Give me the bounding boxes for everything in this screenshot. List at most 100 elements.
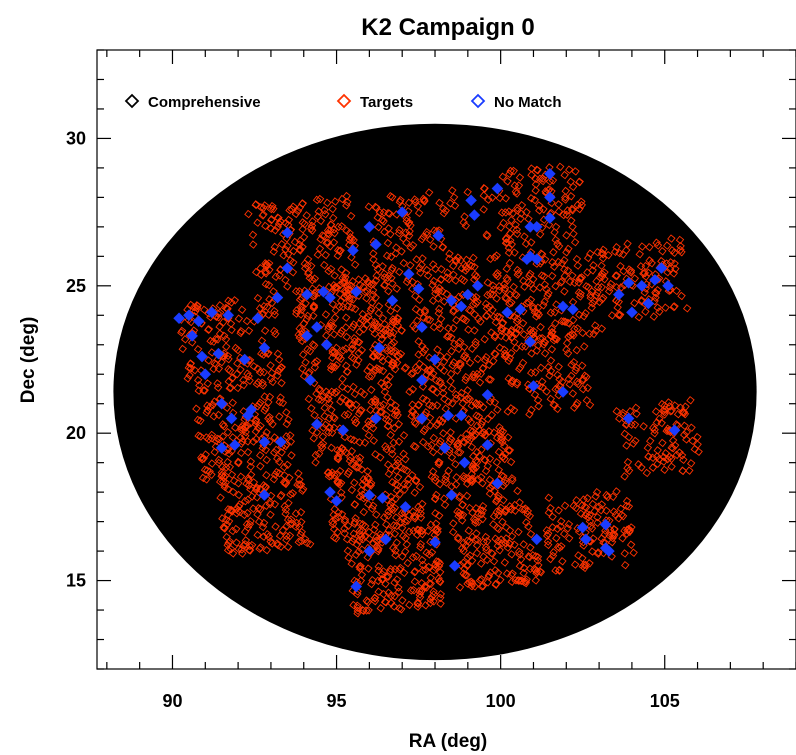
target-point <box>213 335 222 344</box>
x-tick-label: 100 <box>486 691 516 711</box>
target-point <box>504 248 514 257</box>
target-point <box>469 370 478 379</box>
target-point <box>220 524 229 533</box>
target-point <box>251 427 261 436</box>
target-point <box>670 248 679 258</box>
target-point <box>478 364 488 373</box>
target-point <box>554 200 563 209</box>
target-point <box>202 408 211 417</box>
target-point <box>505 502 515 511</box>
target-point <box>597 282 606 292</box>
target-point <box>223 545 233 555</box>
target-point <box>426 421 435 430</box>
target-point <box>407 369 416 379</box>
target-point <box>379 513 389 522</box>
target-point <box>570 238 580 247</box>
target-point <box>439 204 448 213</box>
target-point <box>366 280 376 289</box>
target-point <box>502 264 511 273</box>
target-point <box>425 235 435 244</box>
target-point <box>466 426 475 435</box>
target-point <box>391 461 400 470</box>
target-point <box>451 255 460 265</box>
target-point <box>568 222 577 232</box>
target-point <box>393 321 403 330</box>
target-point <box>378 262 387 271</box>
target-point <box>391 550 400 560</box>
target-point <box>389 521 399 530</box>
target-point <box>517 201 527 210</box>
target-point <box>424 550 434 559</box>
target-point <box>583 383 592 393</box>
target-point <box>397 326 406 335</box>
target-point <box>342 534 352 544</box>
target-point <box>323 238 333 247</box>
target-point <box>659 457 668 466</box>
target-point <box>454 511 463 521</box>
target-point <box>591 321 600 330</box>
target-point <box>588 299 597 308</box>
target-point <box>268 419 277 429</box>
target-point <box>349 534 358 544</box>
target-point <box>419 194 428 204</box>
target-point <box>350 260 360 269</box>
target-point <box>342 396 351 405</box>
target-point <box>412 316 422 325</box>
target-point <box>653 285 662 295</box>
target-point <box>528 329 538 339</box>
no-match-point <box>468 209 481 221</box>
target-point <box>267 539 277 548</box>
target-point <box>452 439 462 449</box>
target-point <box>531 566 540 575</box>
x-tick-label: 90 <box>162 691 182 711</box>
target-point <box>651 288 660 297</box>
target-point <box>563 266 573 275</box>
target-point <box>660 465 669 474</box>
target-point <box>343 197 352 207</box>
target-point <box>416 513 426 522</box>
target-point <box>540 280 550 289</box>
no-match-point <box>275 436 287 448</box>
target-point <box>209 337 218 346</box>
legend-marker <box>124 93 140 109</box>
target-point <box>374 308 383 318</box>
target-point <box>470 373 480 382</box>
target-point <box>377 378 386 388</box>
target-point <box>493 272 502 281</box>
target-point <box>363 597 373 607</box>
target-point <box>423 271 433 280</box>
target-point <box>408 385 418 394</box>
target-point <box>512 380 522 389</box>
target-point <box>413 599 423 609</box>
target-point <box>402 213 411 223</box>
target-point <box>254 400 264 409</box>
target-point <box>616 261 625 271</box>
target-point <box>521 577 531 586</box>
target-point <box>248 230 258 240</box>
target-point <box>396 518 406 527</box>
target-point <box>509 166 518 176</box>
target-point <box>200 305 209 315</box>
no-match-point <box>311 418 323 431</box>
target-point <box>639 269 648 278</box>
target-point <box>582 282 591 291</box>
target-point <box>313 212 323 221</box>
target-point <box>453 507 462 516</box>
target-point <box>223 540 232 550</box>
no-match-point <box>557 300 569 313</box>
target-point <box>533 552 543 562</box>
target-point <box>347 559 356 568</box>
target-point <box>559 529 569 539</box>
target-point <box>379 567 388 576</box>
target-point <box>253 510 262 519</box>
target-point <box>406 261 415 270</box>
target-point <box>426 372 436 381</box>
target-point <box>384 525 394 535</box>
no-match-point <box>649 274 661 286</box>
target-point <box>517 342 527 351</box>
target-point <box>519 540 528 549</box>
no-match-point <box>350 285 363 298</box>
target-point <box>226 383 235 392</box>
target-point <box>477 575 486 584</box>
target-point <box>417 526 426 535</box>
